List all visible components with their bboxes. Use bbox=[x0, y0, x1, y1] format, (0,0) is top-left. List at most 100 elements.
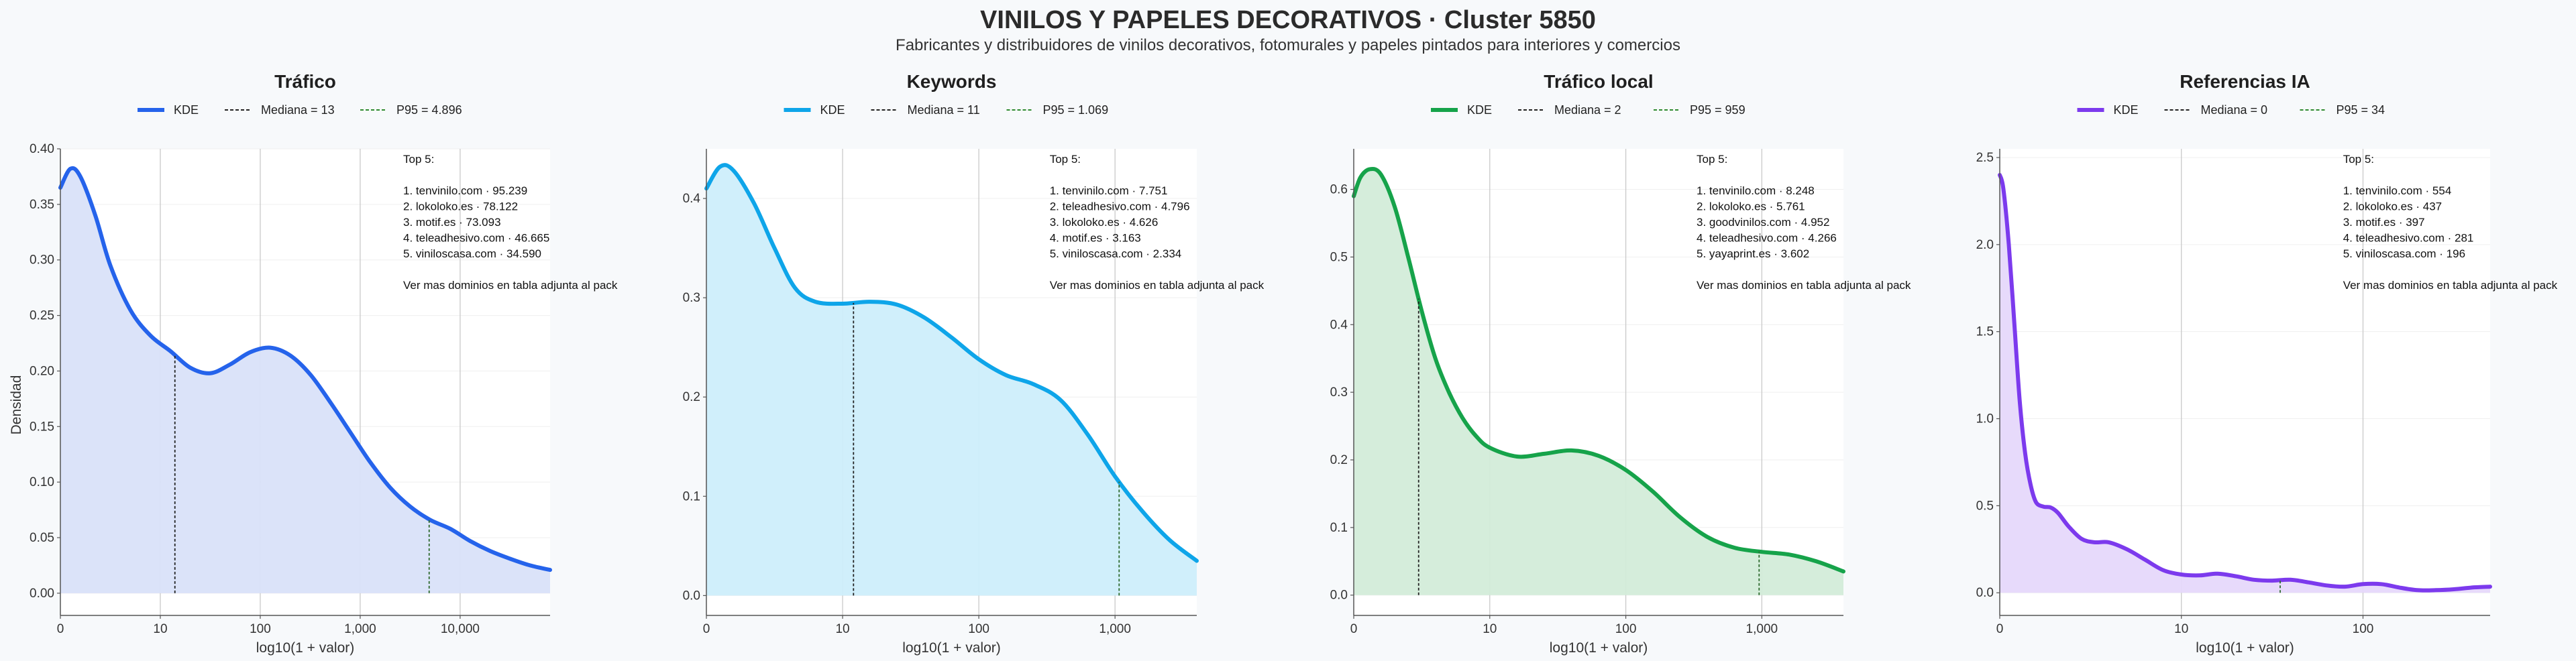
x-axis-label: log10(1 + valor) bbox=[256, 640, 355, 656]
legend-kde-label: KDE bbox=[174, 103, 199, 117]
x-tick-label: 1,000 bbox=[1099, 622, 1131, 636]
top5-line: 4. teleadhesivo.com · 4.266 bbox=[1697, 232, 1837, 245]
y-tick-label: 0.1 bbox=[1330, 521, 1348, 535]
top5-line: Ver mas dominios en tabla adjunta al pac… bbox=[403, 279, 618, 292]
legend-median-label: Mediana = 0 bbox=[2201, 103, 2268, 117]
kde-line bbox=[58, 166, 552, 573]
top5-line: 3. goodvinilos.com · 4.952 bbox=[1697, 216, 1829, 229]
x-tick-label: 1,000 bbox=[1746, 622, 1778, 636]
top5-line: Ver mas dominios en tabla adjunta al pac… bbox=[1697, 279, 1911, 292]
y-tick-label: 0.4 bbox=[1330, 318, 1348, 332]
y-tick-label: 0.4 bbox=[683, 192, 701, 206]
kde-line bbox=[1352, 166, 1845, 574]
y-tick-label: 1.0 bbox=[1976, 412, 1994, 426]
x-tick-label: 100 bbox=[2353, 622, 2374, 636]
x-tick-label: 100 bbox=[968, 622, 989, 636]
top5-annotation: Top 5: 1. tenvinilo.com · 7.751 2. teleadh… bbox=[1050, 153, 1265, 292]
x-tick-label: 0 bbox=[57, 622, 64, 636]
figure-subtitle: Fabricantes y distribuidores de vinilos … bbox=[896, 36, 1680, 54]
shared-y-axis-label: Densidad bbox=[9, 375, 24, 435]
top5-line: 1. tenvinilo.com · 8.248 bbox=[1697, 184, 1815, 197]
top5-line: 4. teleadhesivo.com · 281 bbox=[2343, 232, 2474, 245]
legend-median-label: Mediana = 2 bbox=[1554, 103, 1621, 117]
panel-4: 0.0 0.5 1.0 1.5 2.0 2.5 0 10 100 log10(1 + valor)… bbox=[1976, 71, 2558, 656]
x-tick-label: 100 bbox=[250, 622, 271, 636]
legend-median-label: Mediana = 11 bbox=[908, 103, 980, 117]
panel-2: 0.0 0.1 0.2 0.3 0.4 0 10 100 1,000 log10(1 + valo… bbox=[683, 71, 1265, 656]
top5-line: 4. motif.es · 3.163 bbox=[1050, 232, 1141, 245]
legend-p95-label: P95 = 959 bbox=[1690, 103, 1746, 117]
y-tick-label: 0.00 bbox=[30, 587, 54, 601]
panel-title: Referencias IA bbox=[2180, 71, 2310, 92]
kde-line bbox=[1998, 173, 2492, 593]
y-tick-label: 0.6 bbox=[1330, 183, 1348, 197]
top5-line: 1. tenvinilo.com · 95.239 bbox=[403, 184, 527, 197]
x-axis-label: log10(1 + valor) bbox=[2196, 640, 2294, 656]
x-tick-label: 0 bbox=[1996, 622, 2004, 636]
top5-line: 5. yayaprint.es · 3.602 bbox=[1697, 247, 1809, 260]
y-tick-label: 0.35 bbox=[30, 198, 54, 212]
top5-line: Top 5: bbox=[403, 153, 434, 166]
x-tick-label: 1,000 bbox=[344, 622, 376, 636]
kde-area bbox=[2000, 175, 2490, 593]
y-tick-label: 0.15 bbox=[30, 420, 54, 434]
panels: 0.000.050.100.150.200.250.300.350.400 10 1… bbox=[30, 71, 2558, 656]
y-tick-label: 0.5 bbox=[1976, 499, 1994, 513]
legend: KDE Mediana = 11 P95 = 1.069 bbox=[784, 103, 1109, 117]
top5-line: 3. motif.es · 397 bbox=[2343, 216, 2425, 229]
top5-line: Top 5: bbox=[1050, 153, 1081, 166]
x-tick-label: 10 bbox=[835, 622, 849, 636]
y-tick-label: 0.3 bbox=[683, 291, 700, 305]
top5-line: Top 5: bbox=[1697, 153, 1727, 166]
y-tick-label: 0.0 bbox=[1976, 586, 1994, 600]
top5-line: 4. teleadhesivo.com · 46.665 bbox=[403, 232, 549, 245]
y-tick-label: 1.5 bbox=[1976, 325, 1994, 339]
x-tick-label: 10 bbox=[153, 622, 167, 636]
x-tick-label: 100 bbox=[1615, 622, 1637, 636]
legend-kde-label: KDE bbox=[1467, 103, 1492, 117]
kde-line bbox=[704, 163, 1199, 563]
top5-line: 2. teleadhesivo.com · 4.796 bbox=[1050, 200, 1190, 213]
y-tick-label: 0.10 bbox=[30, 475, 54, 489]
top5-line: 3. motif.es · 73.093 bbox=[403, 216, 501, 229]
x-tick-label: 10,000 bbox=[441, 622, 480, 636]
top5-annotation: Top 5: 1. tenvinilo.com · 95.239 2. lokolo… bbox=[403, 153, 618, 292]
y-tick-label: 0.1 bbox=[683, 489, 700, 503]
y-tick-label: 0.3 bbox=[1330, 385, 1348, 400]
y-tick-label: 0.20 bbox=[30, 364, 54, 378]
top5-line: 2. lokoloko.es · 437 bbox=[2343, 200, 2442, 213]
y-tick-label: 0.2 bbox=[1330, 453, 1348, 467]
legend: KDE Mediana = 13 P95 = 4.896 bbox=[138, 103, 462, 117]
panel-1: 0.00 0.05 0.10 0.15 0.20 0.25 0.30 0.35 0.40 0 10 1… bbox=[30, 71, 618, 656]
top5-line: 2. lokoloko.es · 78.122 bbox=[403, 200, 518, 213]
y-tick-label: 0.05 bbox=[30, 531, 54, 545]
y-tick-label: 2.5 bbox=[1976, 151, 1994, 165]
legend-kde-label: KDE bbox=[2114, 103, 2139, 117]
y-tick-label: 0.30 bbox=[30, 253, 54, 267]
panel-title: Tráfico local bbox=[1544, 71, 1653, 92]
top5-line: 5. viniloscasa.com · 196 bbox=[2343, 247, 2465, 260]
y-tick-label: 2.0 bbox=[1976, 238, 1994, 252]
legend-p95-label: P95 = 4.896 bbox=[396, 103, 462, 117]
x-tick-label: 0 bbox=[1350, 622, 1358, 636]
x-tick-label: 10 bbox=[2174, 622, 2188, 636]
legend-kde-label: KDE bbox=[820, 103, 845, 117]
x-tick-label: 10 bbox=[1483, 622, 1497, 636]
y-tick-label: 0.2 bbox=[683, 390, 700, 404]
legend-p95-label: P95 = 1.069 bbox=[1043, 103, 1109, 117]
figure-title: VINILOS Y PAPELES DECORATIVOS · Cluster … bbox=[980, 6, 1596, 34]
y-tick-label: 0.40 bbox=[30, 142, 54, 156]
kde-area bbox=[706, 165, 1197, 596]
top5-line: Top 5: bbox=[2343, 153, 2374, 166]
legend-median-label: Mediana = 13 bbox=[261, 103, 335, 117]
panel-3: 0.0 0.1 0.2 0.3 0.4 0.5 0.6 0 10 100 1,000 log10(1 … bbox=[1330, 71, 1911, 656]
kde-area bbox=[1354, 168, 1843, 595]
top5-line: 1. tenvinilo.com · 554 bbox=[2343, 184, 2452, 197]
y-tick-label: 0.5 bbox=[1330, 250, 1348, 264]
x-axis-label: log10(1 + valor) bbox=[1550, 640, 1648, 656]
y-tick-label: 0.25 bbox=[30, 309, 54, 323]
panel-title: Tráfico bbox=[274, 71, 336, 92]
top5-line: Ver mas dominios en tabla adjunta al pac… bbox=[2343, 279, 2558, 292]
legend: KDE Mediana = 0 P95 = 34 bbox=[2077, 103, 2385, 117]
